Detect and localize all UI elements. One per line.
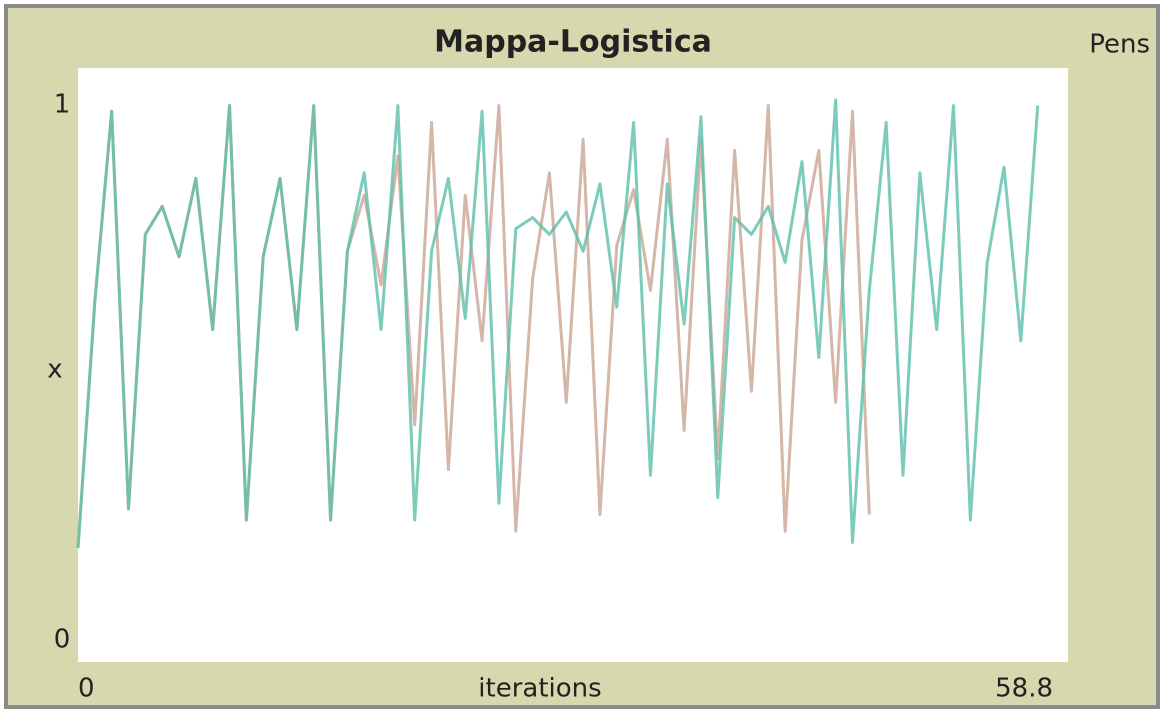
y-tick-label: 1 — [54, 90, 71, 120]
legend-title[interactable]: Pens — [1089, 30, 1150, 60]
plot-area — [78, 68, 1068, 662]
y-axis-label: x — [47, 355, 62, 385]
y-tick-label: 0 — [54, 625, 71, 655]
chart-title: Mappa-Logistica — [434, 25, 712, 60]
series-line — [76, 98, 1040, 549]
x-axis-label: iterations — [478, 674, 601, 704]
x-tick-label: 58.8 — [995, 674, 1053, 704]
x-tick-label: 0 — [78, 674, 95, 704]
